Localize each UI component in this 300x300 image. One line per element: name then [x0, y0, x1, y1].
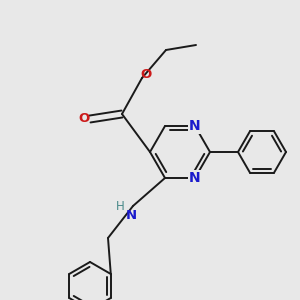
Text: N: N [125, 209, 136, 223]
Text: N: N [189, 119, 201, 133]
Text: O: O [78, 112, 90, 125]
Text: O: O [140, 68, 152, 80]
Text: N: N [189, 171, 201, 185]
Text: H: H [116, 200, 125, 214]
